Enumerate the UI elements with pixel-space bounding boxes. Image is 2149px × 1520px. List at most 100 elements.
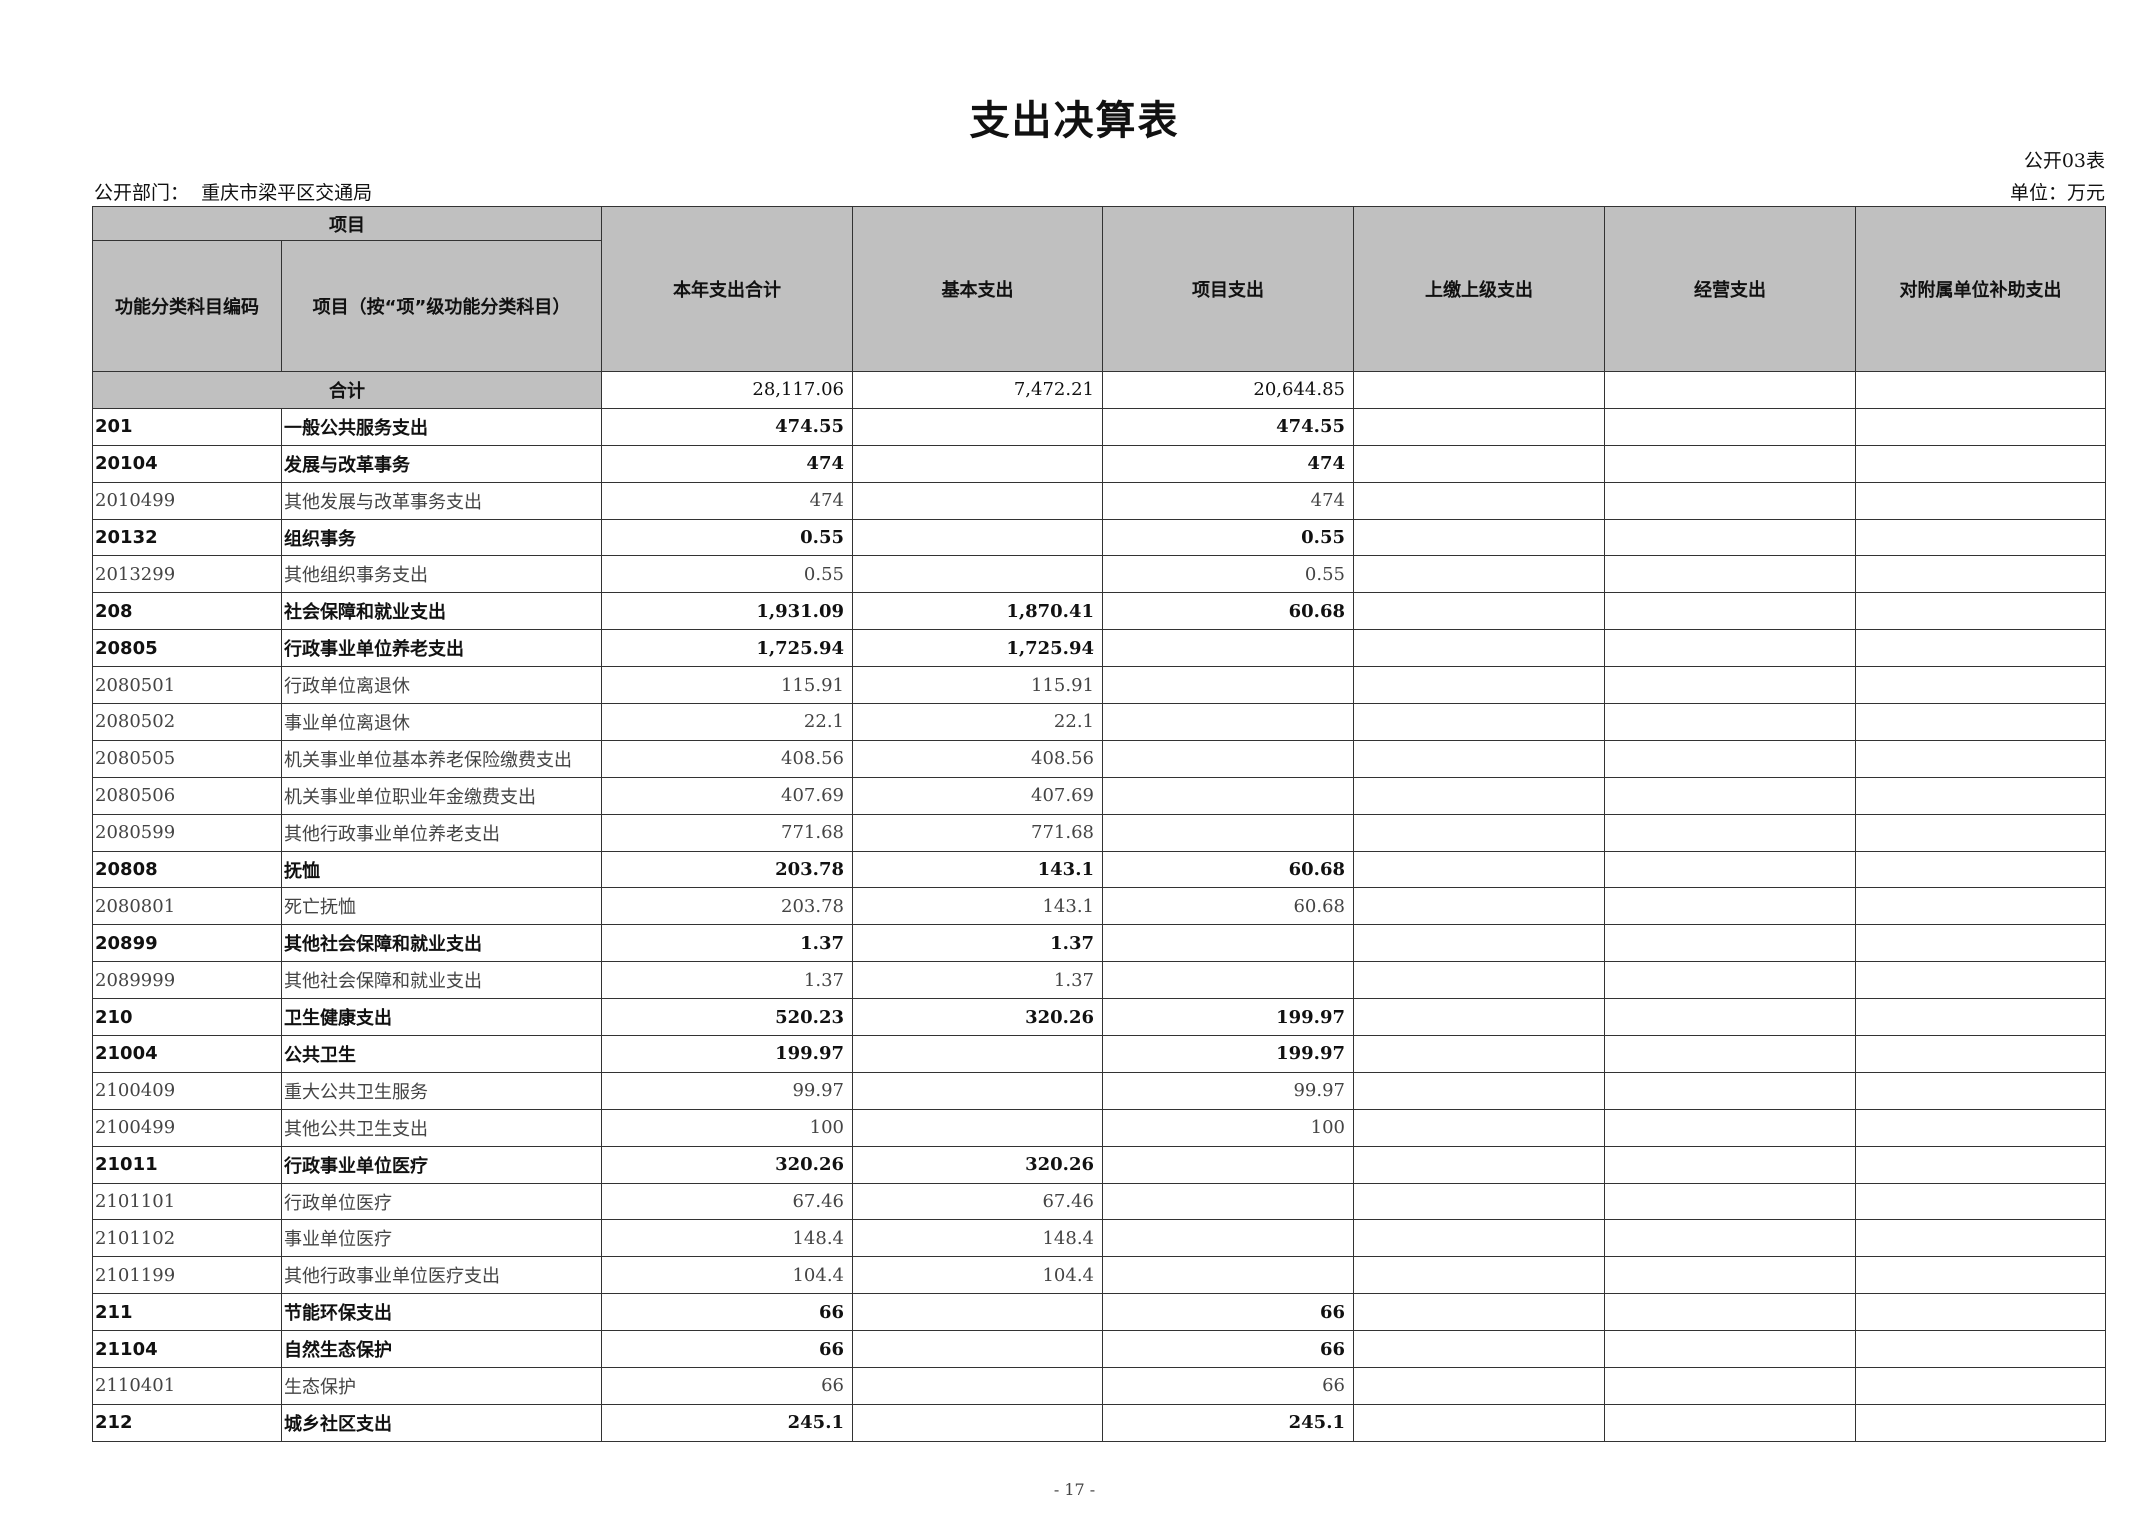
row-code: 211 [92, 1293, 282, 1332]
page-title: 支出决算表 [969, 98, 1180, 144]
row-value [1855, 444, 2106, 483]
row-value: 0.55 [601, 555, 853, 594]
row-value [1855, 850, 2106, 889]
total-value [1353, 371, 1605, 409]
row-value [1353, 1071, 1605, 1110]
row-value [1855, 1403, 2106, 1442]
row-value [1353, 518, 1605, 557]
row-name: 自然生态保护 [281, 1330, 602, 1369]
row-name: 其他行政事业单位医疗支出 [281, 1256, 602, 1295]
header-code: 功能分类科目编码 [92, 240, 282, 372]
row-value [1855, 518, 2106, 557]
row-value [1604, 1035, 1856, 1073]
row-value [852, 1403, 1103, 1442]
table-row: 208 社会保障和就业支出 1,931.09 1,870.41 60.68 [92, 592, 2106, 631]
row-name: 机关事业单位职业年金缴费支出 [281, 776, 602, 815]
row-value [1604, 666, 1856, 705]
row-value: 100 [1102, 1108, 1354, 1147]
row-value [1604, 1219, 1856, 1258]
row-value: 22.1 [852, 703, 1103, 741]
row-value [1604, 518, 1856, 557]
table-row: 201 一般公共服务支出 474.55 474.55 [92, 407, 2106, 446]
row-name: 节能环保支出 [281, 1293, 602, 1332]
row-name: 社会保障和就业支出 [281, 592, 602, 631]
row-value [1604, 1330, 1856, 1369]
row-value: 0.55 [1102, 518, 1354, 557]
row-value [1353, 629, 1605, 668]
row-code: 2080502 [92, 703, 282, 741]
department-line: 公开部门： 重庆市梁平区交通局 [94, 178, 372, 205]
row-code: 2110401 [92, 1367, 282, 1405]
row-value: 199.97 [1102, 998, 1354, 1037]
row-value: 474 [1102, 444, 1354, 483]
row-value: 474 [601, 481, 853, 520]
row-value: 520.23 [601, 998, 853, 1037]
row-value: 1.37 [601, 961, 853, 1000]
row-value [1353, 481, 1605, 520]
row-value: 1,870.41 [852, 592, 1103, 631]
row-value [1604, 850, 1856, 889]
row-value [1855, 1330, 2106, 1369]
row-value [1855, 555, 2106, 594]
total-row: 合计 28,117.06 7,472.21 20,644.85 [92, 371, 2106, 409]
row-code: 210 [92, 998, 282, 1037]
row-value [1604, 481, 1856, 520]
table-row: 211 节能环保支出 66 66 [92, 1293, 2106, 1332]
row-value: 66 [601, 1293, 853, 1332]
row-value [1353, 1403, 1605, 1442]
row-value: 320.26 [852, 998, 1103, 1037]
row-value: 320.26 [601, 1145, 853, 1184]
row-value [1604, 1182, 1856, 1221]
row-code: 2089999 [92, 961, 282, 1000]
table-row: 210 卫生健康支出 520.23 320.26 199.97 [92, 998, 2106, 1037]
row-value [1102, 1219, 1354, 1258]
row-value [1353, 666, 1605, 705]
table-row: 20132 组织事务 0.55 0.55 [92, 518, 2106, 557]
row-name: 行政事业单位养老支出 [281, 629, 602, 668]
row-value: 245.1 [1102, 1403, 1354, 1442]
row-value: 1.37 [601, 924, 853, 963]
row-value [1604, 1145, 1856, 1184]
row-value [1353, 555, 1605, 594]
row-value: 22.1 [601, 703, 853, 741]
total-label: 合计 [92, 371, 602, 409]
row-value: 474 [1102, 481, 1354, 520]
row-value [1353, 924, 1605, 963]
row-value [852, 481, 1103, 520]
row-value: 320.26 [852, 1145, 1103, 1184]
table-row: 20805 行政事业单位养老支出 1,725.94 1,725.94 [92, 629, 2106, 668]
row-value [1604, 1071, 1856, 1110]
table-row: 2110401 生态保护 66 66 [92, 1367, 2106, 1405]
table-row: 2080502 事业单位离退休 22.1 22.1 [92, 703, 2106, 741]
row-value: 407.69 [852, 776, 1103, 815]
row-value [1855, 998, 2106, 1037]
row-code: 2101199 [92, 1256, 282, 1295]
row-value [1855, 1108, 2106, 1147]
row-value [1353, 813, 1605, 852]
row-code: 2080801 [92, 887, 282, 926]
row-value [1102, 776, 1354, 815]
row-value: 115.91 [852, 666, 1103, 705]
row-value [1604, 998, 1856, 1037]
row-value [1604, 1367, 1856, 1405]
row-value: 60.68 [1102, 887, 1354, 926]
row-value: 100 [601, 1108, 853, 1147]
row-value: 143.1 [852, 850, 1103, 889]
row-value [1102, 703, 1354, 741]
row-code: 20899 [92, 924, 282, 963]
row-code: 2010499 [92, 481, 282, 520]
row-value: 771.68 [852, 813, 1103, 852]
row-value: 1,725.94 [601, 629, 853, 668]
row-value [1353, 1108, 1605, 1147]
row-code: 2101101 [92, 1182, 282, 1221]
row-value: 99.97 [1102, 1071, 1354, 1110]
table-row: 2080505 机关事业单位基本养老保险缴费支出 408.56 408.56 [92, 739, 2106, 778]
row-name: 城乡社区支出 [281, 1403, 602, 1442]
row-name: 其他社会保障和就业支出 [281, 924, 602, 963]
row-value: 1.37 [852, 924, 1103, 963]
row-name: 抚恤 [281, 850, 602, 889]
row-value [1604, 961, 1856, 1000]
row-value [1855, 1071, 2106, 1110]
row-name: 事业单位离退休 [281, 703, 602, 741]
row-value [1102, 1256, 1354, 1295]
